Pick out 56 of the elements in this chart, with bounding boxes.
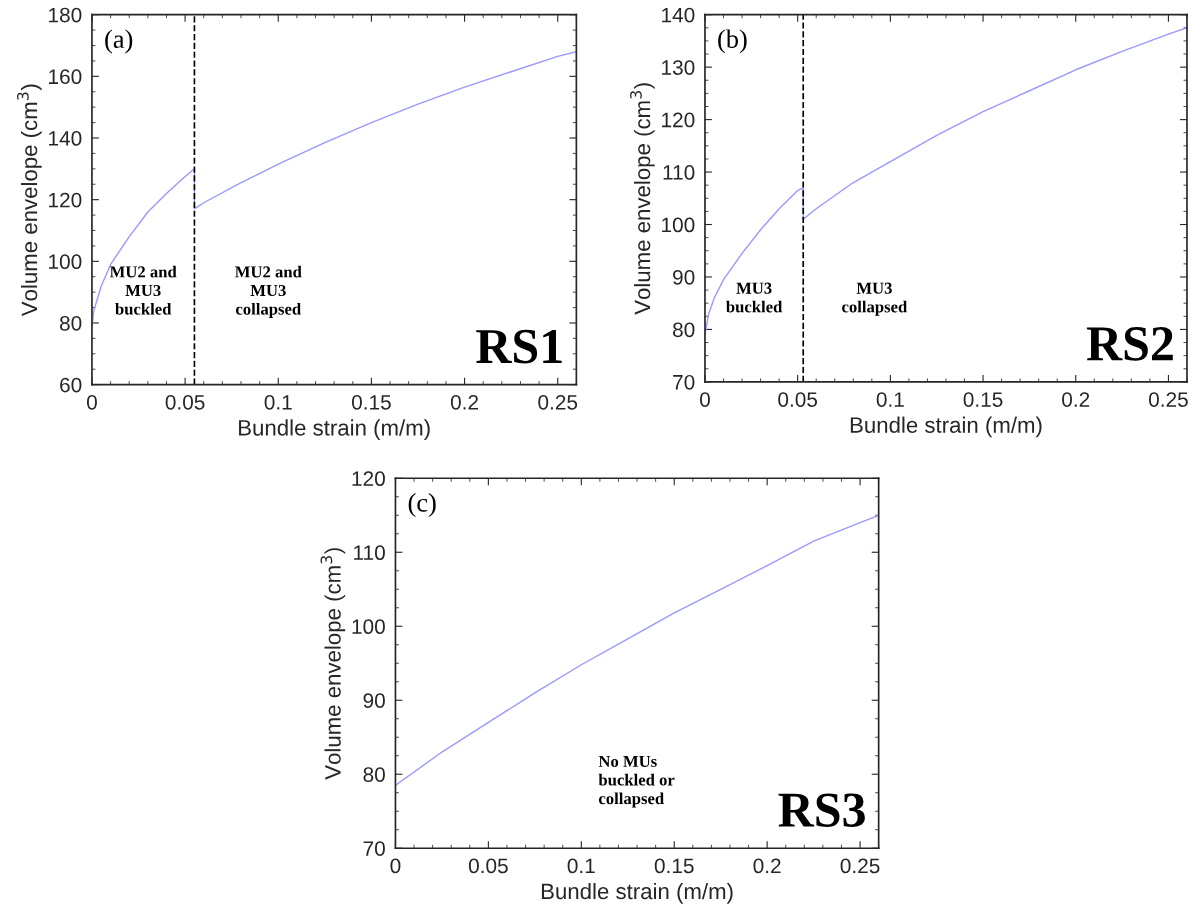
x-tick-label: 0 <box>86 394 97 410</box>
annotation: MU2 and MU3 collapsed <box>235 265 302 319</box>
annotation: MU3 buckled <box>726 282 783 313</box>
y-tick-label: 160 <box>49 69 82 85</box>
y-tick-label: 100 <box>662 217 695 233</box>
x-tick-label: 0.1 <box>264 394 292 410</box>
x-tick-label: 0 <box>390 858 401 874</box>
x-tick-label: 0.25 <box>840 858 880 874</box>
x-tick-label: 0.15 <box>351 394 391 410</box>
x-tick-label: 0.2 <box>1062 392 1090 407</box>
x-tick-label: 0.25 <box>538 394 578 410</box>
annotation: RS3 <box>778 793 865 827</box>
y-axis-title: Volume envelope (cm$^{3}$) <box>17 84 42 317</box>
x-tick-label: 0.1 <box>567 858 595 874</box>
x-tick-label: 0.15 <box>963 392 1003 407</box>
y-tick-label: 140 <box>662 7 695 23</box>
x-tick-label: 0.25 <box>1148 392 1188 407</box>
annotation: (c) <box>408 493 436 518</box>
y-axis-title: Volume envelope (cm$^{3}$) <box>320 548 346 780</box>
y-tick-label: 70 <box>673 374 695 390</box>
x-tick-label: 0.05 <box>468 858 508 874</box>
y-tick-label: 100 <box>352 619 385 635</box>
y-tick-label: 180 <box>49 7 82 23</box>
x-tick-label: 0.1 <box>876 392 904 407</box>
annotation: MU2 and MU3 buckled <box>109 265 177 315</box>
y-tick-label: 90 <box>363 693 385 708</box>
annotation: RS1 <box>476 329 562 364</box>
y-tick-label: 110 <box>663 165 695 180</box>
x-tick-label: 0.2 <box>450 394 479 410</box>
x-tick-label: 0.15 <box>654 858 694 874</box>
y-tick-label: 80 <box>59 315 82 331</box>
y-tick-label: 80 <box>672 322 695 338</box>
x-tick-label: 0.2 <box>753 858 781 874</box>
y-tick-label: 90 <box>673 269 695 285</box>
annotation: No MUs buckled or collapsed <box>598 755 675 808</box>
y-tick-label: 120 <box>49 192 82 208</box>
y-tick-label: 80 <box>363 767 385 782</box>
y-tick-label: 120 <box>352 471 385 487</box>
y-tick-label: 110 <box>354 545 385 561</box>
x-tick-label: 0.05 <box>165 394 205 410</box>
x-tick-label: 0 <box>699 392 710 407</box>
x-axis-title: Bundle strain (m/m) <box>541 882 733 904</box>
y-tick-label: 140 <box>49 131 82 146</box>
y-tick-label: 130 <box>662 60 695 75</box>
y-tick-label: 60 <box>60 377 82 393</box>
annotation: RS2 <box>1086 327 1173 361</box>
y-axis-title: Volume envelope (cm$^{3}$) <box>630 83 655 315</box>
x-axis-title: Bundle strain (m/m) <box>850 416 1042 438</box>
annotation: (a) <box>105 29 133 54</box>
x-tick-label: 0.05 <box>778 392 818 407</box>
annotation: (b) <box>718 29 747 54</box>
y-tick-label: 120 <box>662 112 695 128</box>
y-tick-label: 70 <box>363 841 385 856</box>
y-tick-label: 100 <box>49 254 82 270</box>
x-axis-title: Bundle strain (m/m) <box>239 419 430 441</box>
annotation: MU3 collapsed <box>842 282 908 316</box>
